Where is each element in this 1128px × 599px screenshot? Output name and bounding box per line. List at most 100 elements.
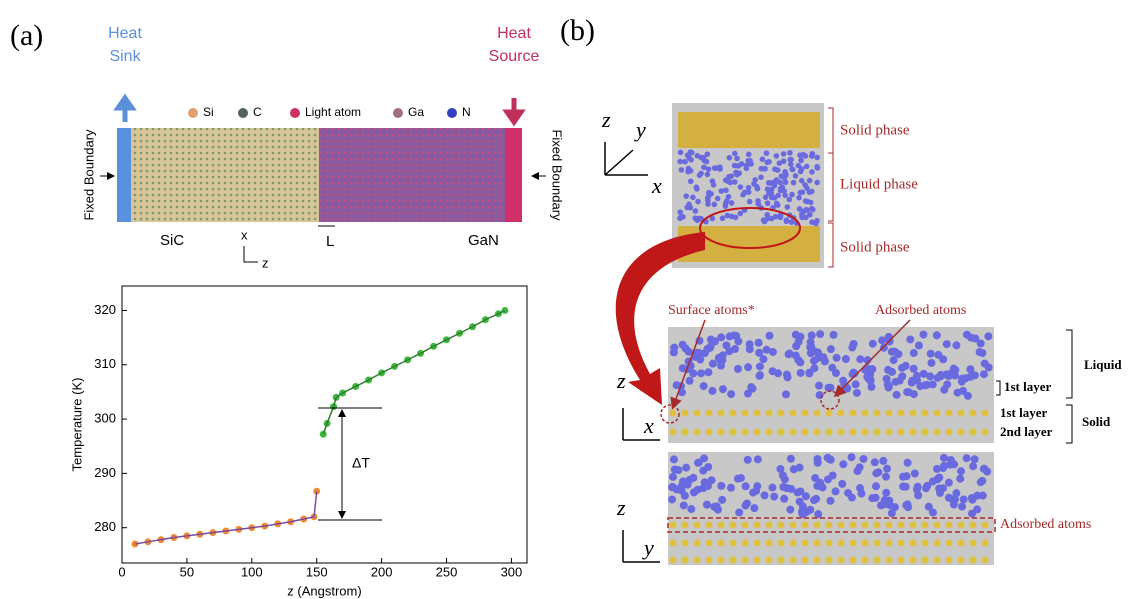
atom [701, 478, 709, 486]
atom [744, 456, 752, 464]
atom [711, 202, 717, 208]
atom [826, 557, 833, 564]
atom [686, 155, 692, 161]
axis-letter: x [651, 173, 662, 198]
atom [725, 213, 731, 219]
sic-region [131, 128, 319, 222]
atom [903, 388, 911, 396]
atom [782, 390, 790, 398]
atom [780, 495, 788, 503]
atom [782, 192, 788, 198]
atom [814, 557, 821, 564]
atom [774, 177, 780, 183]
atom [957, 467, 965, 475]
atom [797, 152, 803, 158]
atom [784, 204, 790, 210]
atom [946, 429, 953, 436]
legend-dot [188, 108, 198, 118]
callout: Adsorbed atoms [1000, 517, 1091, 532]
layer-label: Solid [1082, 414, 1111, 429]
heat-source: Source [489, 48, 540, 65]
atom [744, 363, 752, 371]
atom [914, 491, 922, 499]
atom [911, 469, 919, 477]
atom [752, 177, 758, 183]
atom [785, 350, 793, 358]
callout: Adsorbed atoms [875, 303, 966, 318]
atom [677, 209, 683, 215]
atom [708, 387, 716, 395]
atom [682, 464, 690, 472]
atom [718, 540, 725, 547]
atom [886, 410, 893, 417]
atom [683, 193, 689, 199]
atom [670, 540, 677, 547]
atom [814, 459, 822, 467]
atom [809, 206, 815, 212]
atom [711, 337, 719, 345]
atom [814, 155, 820, 161]
trend-line [323, 310, 505, 434]
atom [910, 410, 917, 417]
atom [793, 173, 799, 179]
phase-label: Solid phase [840, 122, 910, 138]
heat-sink: Heat [108, 25, 142, 42]
atom [677, 159, 683, 165]
atom [809, 153, 815, 159]
atom [967, 334, 975, 342]
atom [959, 387, 967, 395]
atom [796, 333, 804, 341]
atom [802, 410, 809, 417]
atom [807, 338, 815, 346]
atom [832, 487, 840, 495]
atom [923, 381, 931, 389]
atom [884, 366, 892, 374]
atom [838, 522, 845, 529]
atom [886, 557, 893, 564]
atom [898, 429, 905, 436]
atom [770, 493, 778, 501]
atom [951, 495, 959, 503]
atom [902, 483, 910, 491]
atom [700, 382, 708, 390]
atom [690, 195, 696, 201]
atom [979, 492, 987, 500]
atom [694, 410, 701, 417]
atom [754, 429, 761, 436]
atom [789, 219, 795, 225]
atom [958, 429, 965, 436]
atom [856, 355, 864, 363]
legend-label: Si [203, 105, 214, 119]
panel-label: (a) [10, 19, 43, 52]
atom [686, 476, 694, 484]
trend-line [135, 491, 317, 544]
atom [720, 216, 726, 222]
atom [774, 369, 782, 377]
atom [766, 180, 772, 186]
atom [735, 508, 743, 516]
atom [814, 410, 821, 417]
atom [920, 370, 928, 378]
atom [839, 460, 847, 468]
atom [810, 347, 818, 355]
atom [982, 410, 989, 417]
atom [719, 385, 727, 393]
atom [743, 499, 751, 507]
atom [958, 503, 966, 511]
phase-label: Solid phase [840, 239, 910, 255]
y-axis-label: Temperature (K) [69, 378, 84, 472]
atom [738, 184, 744, 190]
atom [690, 488, 698, 496]
atom [797, 206, 803, 212]
atom [715, 196, 721, 202]
atom [706, 557, 713, 564]
atom [910, 365, 918, 373]
atom [934, 557, 941, 564]
atom [880, 344, 888, 352]
atom [956, 475, 964, 483]
atom [984, 332, 992, 340]
atom [934, 374, 942, 382]
atom [934, 540, 941, 547]
atom [727, 484, 735, 492]
atom [787, 150, 793, 156]
